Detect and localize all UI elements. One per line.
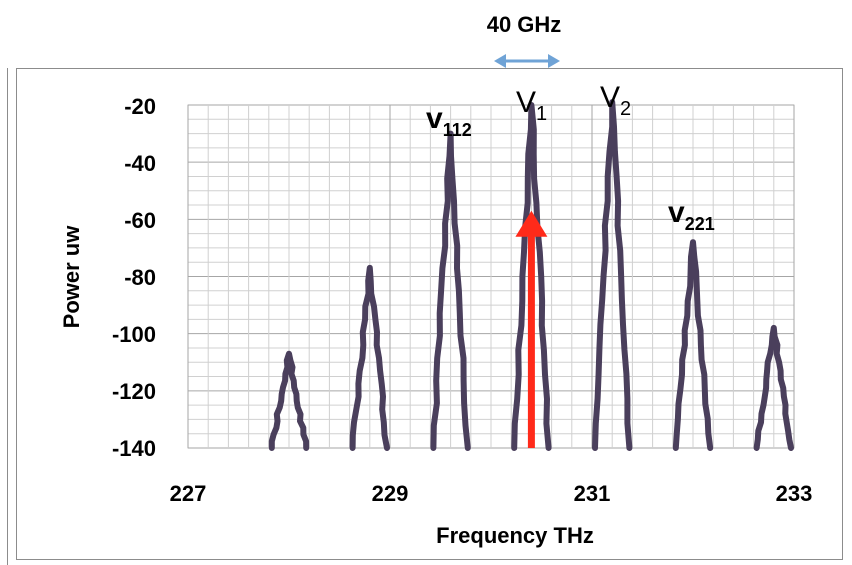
red-arrow-head	[515, 210, 548, 237]
series-peak	[592, 99, 633, 451]
y-tick-labels: -20 -40 -60 -80 -100 -120 -140	[112, 94, 156, 461]
spacing-arrow-right-head	[548, 54, 560, 68]
label-v2-base: V	[600, 81, 620, 114]
spacing-arrow-left-head	[494, 54, 506, 68]
x-axis-title: Frequency THz	[436, 523, 594, 548]
red-arrow	[515, 210, 548, 448]
label-v1-sub: 1	[536, 103, 547, 125]
y-tick-label: -80	[124, 265, 156, 290]
label-v221-base: v	[668, 196, 685, 229]
y-tick-label: -60	[124, 208, 156, 233]
y-tick-label: -40	[124, 151, 156, 176]
spacing-label: 40 GHz	[487, 12, 562, 37]
spacing-arrow	[494, 54, 560, 68]
label-v2: V2	[600, 81, 631, 120]
y-tick-label: -140	[112, 436, 156, 461]
series-peak	[511, 102, 552, 451]
series-peak	[349, 264, 390, 451]
y-axis-title: Power uw	[59, 225, 84, 329]
series-peak	[753, 324, 794, 451]
series-peak	[672, 239, 714, 451]
label-v2-sub: 2	[620, 98, 631, 120]
label-v112: v112	[426, 102, 472, 140]
label-v112-sub: 112	[443, 120, 472, 140]
series-peak	[430, 130, 471, 451]
label-v112-base: v	[426, 102, 443, 135]
y-tick-label: -120	[112, 379, 156, 404]
x-tick-label: 229	[372, 481, 409, 506]
x-tick-labels: 227 229 231 233	[170, 481, 813, 506]
series	[268, 99, 794, 451]
label-v221: v221	[668, 196, 715, 234]
annotations: 40 GHz v112 V1 V2 v221	[426, 12, 715, 234]
x-tick-label: 231	[574, 481, 611, 506]
chart-frame-left-edge	[0, 68, 8, 565]
y-tick-label: -100	[112, 322, 156, 347]
series-peak	[268, 350, 310, 451]
label-v1-base: V	[516, 86, 536, 119]
x-tick-label: 233	[776, 481, 813, 506]
label-v221-sub: 221	[685, 214, 715, 234]
y-tick-label: -20	[124, 94, 156, 119]
x-tick-label: 227	[170, 481, 207, 506]
label-v1: V1	[516, 86, 547, 125]
